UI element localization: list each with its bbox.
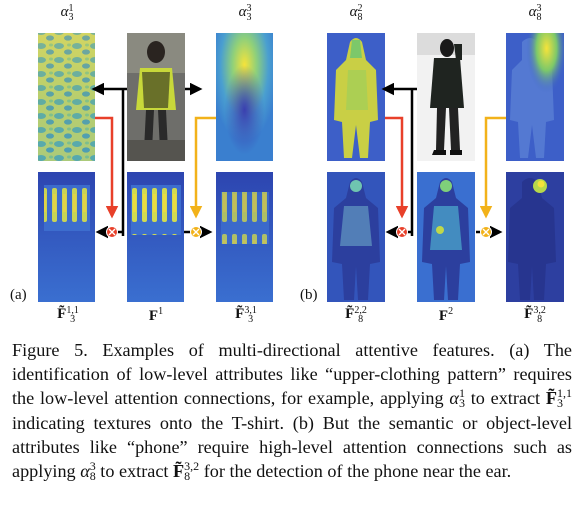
label-f82-2: F̃ 2,2 8 xyxy=(345,305,367,325)
person-photo-a xyxy=(127,33,185,161)
person-photo-b xyxy=(417,33,475,161)
feature-map-f2 xyxy=(417,172,475,302)
label-f33-1: F̃ 3,1 3 xyxy=(235,305,257,325)
feature-map-f83-2 xyxy=(506,172,564,302)
label-f31-1: F̃ 1,1 3 xyxy=(57,305,79,325)
feature-map-f82-2 xyxy=(327,172,385,302)
label-f2: F2 xyxy=(438,306,454,324)
panel-label-a: (a) xyxy=(10,287,27,303)
figure-caption: Figure 5. Examples of multi-directional … xyxy=(12,340,573,484)
red-arrow-a xyxy=(95,116,119,219)
label-f1: F1 xyxy=(148,306,164,324)
yellow-arrow-b xyxy=(479,116,506,219)
red-arrow-b xyxy=(385,116,409,219)
yellow-arrow-a xyxy=(189,116,216,219)
label-f83-2: F̃ 3,2 8 xyxy=(524,305,546,325)
attention-map-alpha82 xyxy=(327,33,385,161)
figure-graphics xyxy=(38,33,564,302)
panel-label-b: (b) xyxy=(300,287,318,303)
